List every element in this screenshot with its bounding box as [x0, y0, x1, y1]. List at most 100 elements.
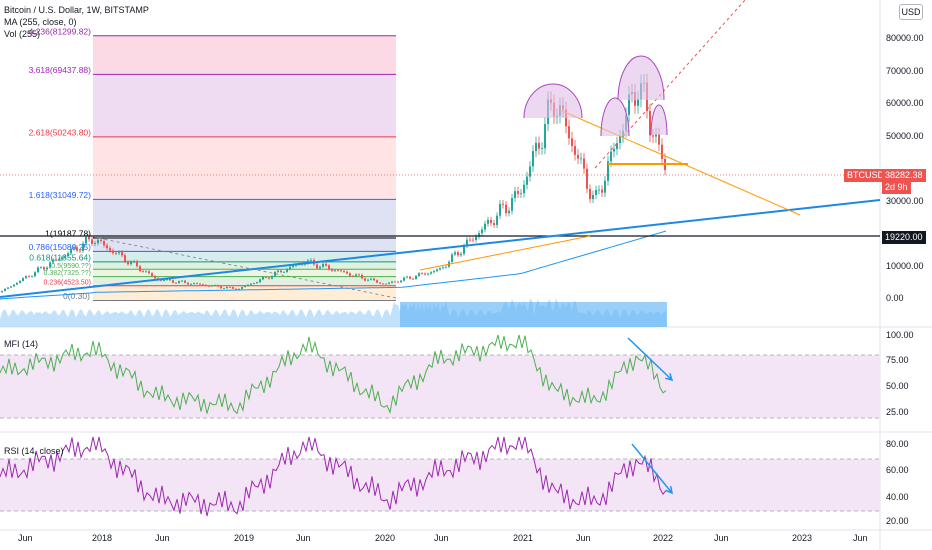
ma-legend[interactable]: MA (255, close, 0) — [4, 17, 77, 27]
candle-body — [463, 245, 465, 254]
resistance-trendline — [559, 109, 801, 216]
candle-body — [124, 255, 126, 262]
candle-body — [112, 250, 114, 254]
candle-body — [169, 279, 171, 281]
time-axis-label: 2020 — [375, 533, 396, 543]
rsi-legend[interactable]: RSI (14, close) — [4, 446, 64, 456]
time-axis-label: Jun — [434, 533, 449, 543]
candle-body — [358, 274, 360, 276]
candle-body — [52, 259, 54, 263]
candle-body — [568, 126, 570, 139]
candle-body — [175, 282, 177, 284]
candle-body — [190, 283, 192, 285]
candle-body — [541, 148, 543, 149]
mfi-legend[interactable]: MFI (14) — [4, 339, 39, 349]
fib-level-label: 3.618(69437.88) — [29, 65, 92, 75]
candle-body — [616, 143, 618, 149]
candle-body — [487, 220, 489, 224]
candle-body — [577, 154, 579, 159]
fib-zone — [93, 276, 396, 286]
candle-body — [637, 99, 639, 106]
candle-body — [268, 277, 270, 279]
mfi-axis-label: 25.00 — [886, 407, 909, 417]
price-axis-label: 60000.00 — [886, 98, 924, 108]
candle-body — [460, 253, 462, 256]
candle-body — [277, 270, 279, 272]
candle-body — [10, 286, 12, 288]
fib-zone — [93, 199, 396, 239]
candle-body — [595, 190, 597, 195]
price-axis-label: 10000.00 — [886, 261, 924, 271]
time-axis-label: 2023 — [792, 533, 813, 543]
candle-body — [283, 271, 285, 273]
divergence-arrow — [631, 443, 673, 494]
candle-body — [76, 247, 78, 251]
candle-body — [589, 188, 591, 200]
candle-body — [160, 279, 162, 281]
candle-body — [322, 263, 324, 267]
candle-body — [307, 260, 309, 264]
candle-body — [364, 278, 366, 281]
arrow-head — [665, 373, 674, 382]
candle-body — [403, 277, 405, 281]
candle-body — [361, 274, 363, 279]
candle-body — [337, 270, 339, 271]
candle-body — [400, 280, 402, 283]
arrow-head — [665, 485, 673, 495]
candle-body — [70, 248, 72, 254]
candle-body — [613, 148, 615, 152]
candle-body — [508, 210, 510, 214]
candle-body — [145, 271, 147, 273]
candle-body — [442, 267, 444, 269]
candle-body — [172, 280, 174, 283]
fib-zone — [93, 74, 396, 137]
candle-body — [127, 261, 129, 265]
candle-body — [469, 239, 471, 241]
candle-body — [484, 223, 486, 230]
candle-body — [133, 261, 135, 263]
candle-body — [355, 274, 357, 277]
fib-level-label: 0.618(11855.64) — [29, 252, 91, 262]
fib-zone — [93, 261, 396, 270]
time-axis-label: Jun — [296, 533, 311, 543]
candle-body — [220, 286, 222, 289]
rsi-line — [0, 436, 667, 517]
candle-body — [22, 278, 24, 281]
time-axis-label: 2019 — [234, 533, 255, 543]
candle-body — [583, 158, 585, 169]
candle-body — [334, 270, 336, 271]
candle-body — [535, 142, 537, 152]
candle-body — [376, 280, 378, 283]
candle-body — [415, 275, 417, 279]
candle-body — [265, 276, 267, 278]
candle-body — [211, 285, 213, 287]
candle-body — [19, 280, 21, 283]
pattern-arc — [523, 83, 583, 119]
volume-legend[interactable]: Vol (255) — [4, 29, 41, 39]
candle-body — [46, 267, 48, 270]
candle-body — [193, 283, 195, 285]
candle-body — [490, 220, 492, 224]
candle-body — [346, 271, 348, 274]
long-trendline — [0, 199, 881, 298]
candle-body — [391, 281, 393, 283]
candle-body — [502, 203, 504, 205]
candle-body — [367, 279, 369, 281]
time-axis-label: Jun — [155, 533, 170, 543]
fib-zone — [93, 251, 396, 262]
mfi-axis-label: 75.00 — [886, 355, 909, 365]
candle-body — [244, 285, 246, 288]
candle-body — [517, 191, 519, 194]
candle-body — [253, 283, 255, 285]
price-axis-label: 50000.00 — [886, 131, 924, 141]
candle-body — [1, 291, 3, 293]
currency-button[interactable]: USD — [899, 4, 923, 20]
candle-body — [25, 276, 27, 279]
candle-body — [43, 267, 45, 270]
candle-body — [139, 266, 141, 272]
candle-body — [574, 146, 576, 155]
fib-level-label: 0.786(15080.25) — [29, 242, 92, 252]
candle-body — [280, 270, 282, 273]
